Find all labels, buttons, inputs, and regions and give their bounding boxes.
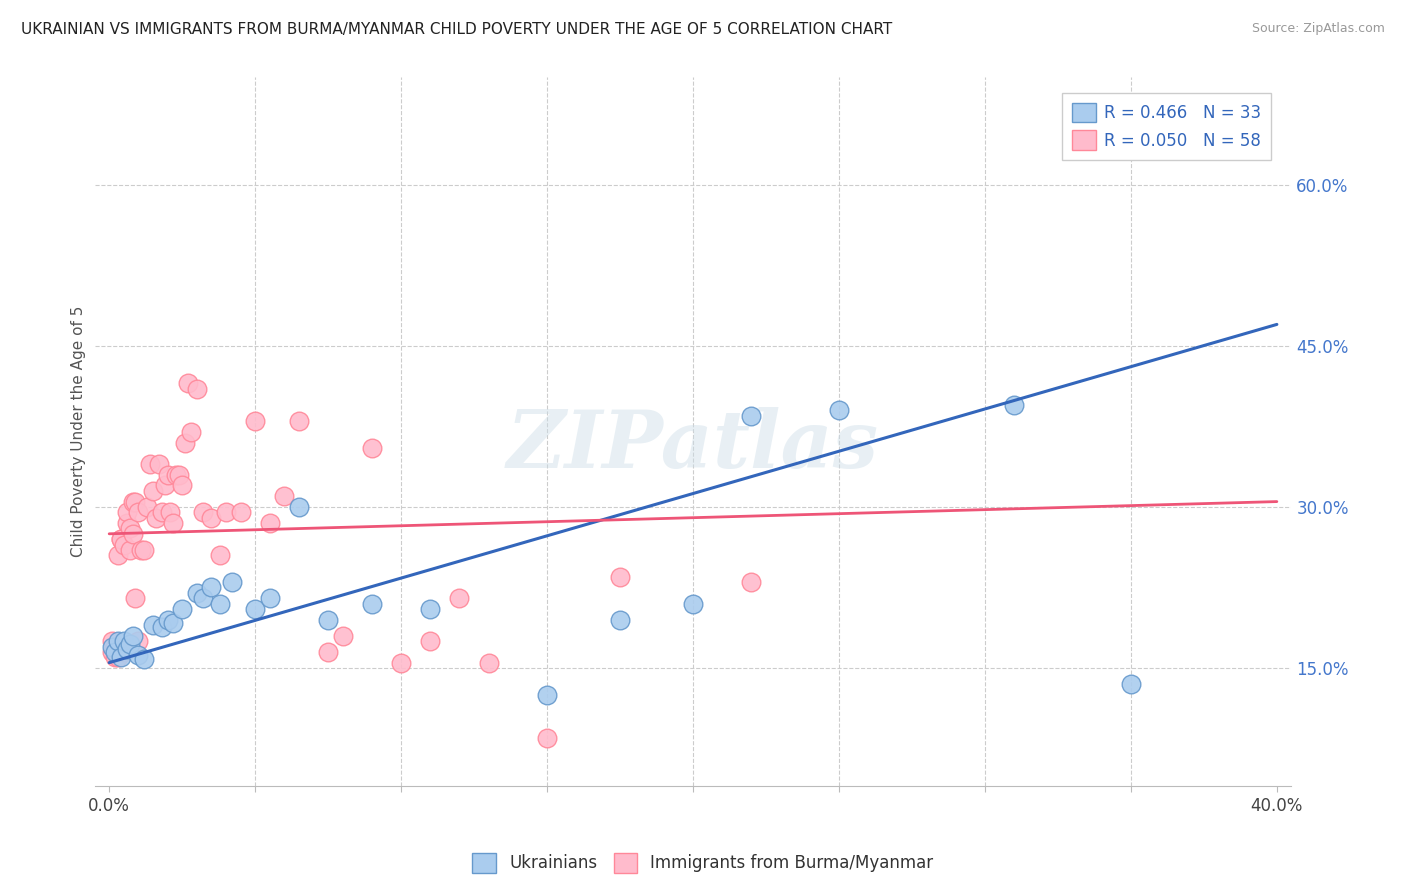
Point — [186, 382, 208, 396]
Point — [127, 648, 149, 662]
Point — [288, 500, 311, 514]
Point — [153, 478, 176, 492]
Point — [172, 602, 194, 616]
Point — [107, 650, 129, 665]
Point — [134, 542, 156, 557]
Point — [316, 645, 339, 659]
Point — [150, 620, 173, 634]
Point — [389, 656, 412, 670]
Point — [259, 516, 281, 530]
Legend: R = 0.466   N = 33, R = 0.050   N = 58: R = 0.466 N = 33, R = 0.050 N = 58 — [1063, 93, 1271, 160]
Point — [124, 494, 146, 508]
Point — [174, 435, 197, 450]
Point — [104, 640, 127, 654]
Point — [215, 505, 238, 519]
Point — [107, 634, 129, 648]
Point — [142, 618, 165, 632]
Point — [229, 505, 252, 519]
Point — [101, 634, 124, 648]
Point — [740, 575, 762, 590]
Point — [121, 629, 143, 643]
Text: Source: ZipAtlas.com: Source: ZipAtlas.com — [1251, 22, 1385, 36]
Point — [159, 505, 181, 519]
Point — [259, 591, 281, 606]
Point — [107, 549, 129, 563]
Point — [127, 505, 149, 519]
Point — [478, 656, 501, 670]
Point — [136, 500, 159, 514]
Point — [243, 414, 266, 428]
Point — [191, 505, 214, 519]
Point — [115, 505, 138, 519]
Point — [186, 586, 208, 600]
Point — [1119, 677, 1142, 691]
Text: ZIPatlas: ZIPatlas — [508, 408, 879, 484]
Point — [121, 526, 143, 541]
Point — [273, 489, 295, 503]
Point — [165, 467, 187, 482]
Point — [288, 414, 311, 428]
Point — [139, 457, 162, 471]
Point — [134, 652, 156, 666]
Point — [316, 613, 339, 627]
Point — [162, 516, 184, 530]
Point — [332, 629, 354, 643]
Point — [209, 549, 232, 563]
Point — [200, 510, 222, 524]
Point — [101, 640, 124, 654]
Point — [101, 645, 124, 659]
Point — [682, 597, 704, 611]
Point — [110, 532, 132, 546]
Point — [162, 615, 184, 630]
Point — [177, 376, 200, 391]
Y-axis label: Child Poverty Under the Age of 5: Child Poverty Under the Age of 5 — [72, 306, 86, 558]
Point — [209, 597, 232, 611]
Point — [191, 591, 214, 606]
Point — [221, 575, 243, 590]
Point — [180, 425, 202, 439]
Point — [1002, 398, 1025, 412]
Point — [118, 542, 141, 557]
Point — [536, 731, 558, 745]
Point — [172, 478, 194, 492]
Point — [115, 516, 138, 530]
Point — [361, 441, 384, 455]
Point — [150, 505, 173, 519]
Point — [121, 494, 143, 508]
Point — [129, 542, 152, 557]
Point — [110, 650, 132, 665]
Point — [104, 650, 127, 665]
Point — [127, 634, 149, 648]
Point — [419, 634, 441, 648]
Point — [148, 457, 170, 471]
Point — [112, 537, 135, 551]
Point — [145, 510, 167, 524]
Legend: Ukrainians, Immigrants from Burma/Myanmar: Ukrainians, Immigrants from Burma/Myanma… — [465, 847, 941, 880]
Point — [142, 483, 165, 498]
Point — [112, 645, 135, 659]
Point — [449, 591, 471, 606]
Point — [828, 403, 851, 417]
Point — [200, 581, 222, 595]
Point — [124, 591, 146, 606]
Point — [112, 634, 135, 648]
Point — [118, 637, 141, 651]
Point — [536, 688, 558, 702]
Point — [609, 570, 631, 584]
Point — [104, 645, 127, 659]
Point — [118, 521, 141, 535]
Point — [361, 597, 384, 611]
Point — [156, 467, 179, 482]
Point — [609, 613, 631, 627]
Point — [110, 532, 132, 546]
Text: UKRAINIAN VS IMMIGRANTS FROM BURMA/MYANMAR CHILD POVERTY UNDER THE AGE OF 5 CORR: UKRAINIAN VS IMMIGRANTS FROM BURMA/MYANM… — [21, 22, 893, 37]
Point — [243, 602, 266, 616]
Point — [156, 613, 179, 627]
Point — [115, 641, 138, 656]
Point — [419, 602, 441, 616]
Point — [167, 467, 190, 482]
Point — [740, 409, 762, 423]
